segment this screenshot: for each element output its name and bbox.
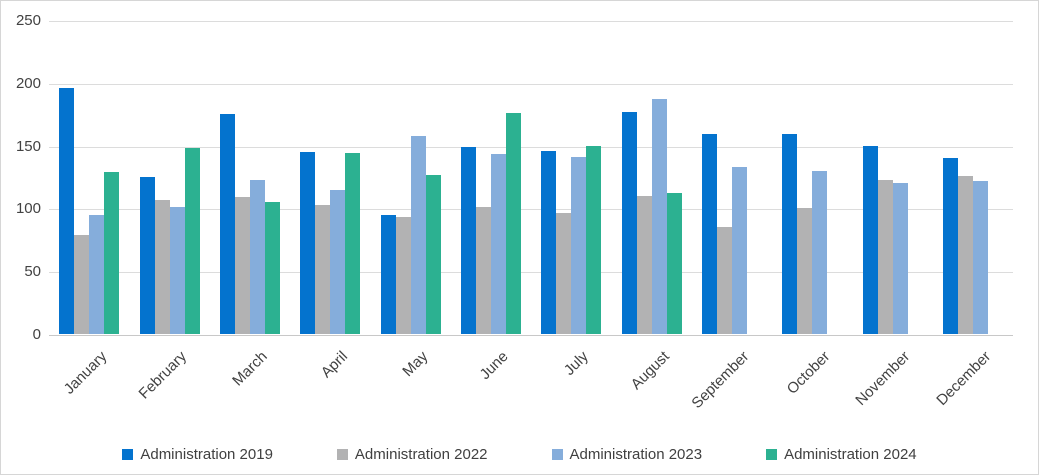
- y-axis-tick-label: 50: [24, 263, 41, 281]
- gridline: [49, 146, 1013, 148]
- bar-administration-2022-july: [556, 213, 572, 334]
- bar-administration-2019-october: [782, 134, 798, 334]
- x-axis-label-november: November: [852, 348, 914, 409]
- legend-item-administration-2024: Administration 2024: [766, 444, 917, 464]
- bar-administration-2022-february: [154, 199, 170, 334]
- bar-administration-2019-april: [300, 151, 316, 334]
- x-axis-line: [49, 335, 1013, 336]
- bar-administration-2022-october: [797, 208, 813, 334]
- x-axis-label-june: June: [476, 348, 512, 384]
- legend-swatch-icon: [551, 448, 563, 460]
- bar-administration-2024-august: [666, 193, 682, 334]
- bar-administration-2019-february: [139, 177, 155, 334]
- legend: Administration 2019 Administration 2022 Ad…: [1, 444, 1038, 464]
- x-axis-label-august: August: [627, 348, 673, 394]
- bar-administration-2023-december: [972, 180, 988, 334]
- legend-item-administration-2023: Administration 2023: [551, 444, 703, 464]
- x-axis-label-july: July: [561, 348, 593, 379]
- bar-administration-2023-october: [812, 170, 828, 334]
- legend-item-label: Administration 2022: [354, 445, 488, 463]
- x-axis-label-december: December: [932, 348, 994, 409]
- bar-administration-2019-august: [621, 111, 637, 334]
- y-axis-tick-label: 100: [15, 200, 41, 218]
- bar-administration-2022-december: [957, 175, 973, 334]
- bar-administration-2023-august: [651, 99, 667, 334]
- legend-item-label: Administration 2024: [784, 445, 917, 463]
- legend-swatch-icon: [336, 448, 348, 460]
- bar-administration-2024-june: [505, 112, 521, 334]
- x-axis-label-october: October: [783, 348, 834, 398]
- bar-administration-2019-december: [942, 158, 958, 334]
- bar-administration-2023-january: [89, 214, 105, 334]
- bar-administration-2022-august: [636, 195, 652, 334]
- plot-area: [49, 21, 1013, 336]
- legend-item-label: Administration 2023: [569, 445, 703, 463]
- bar-administration-2024-april: [345, 153, 361, 334]
- bar-administration-2022-june: [475, 207, 491, 334]
- bar-administration-2019-may: [380, 214, 396, 334]
- bar-administration-2023-september: [731, 166, 747, 334]
- bar-administration-2022-april: [315, 204, 331, 334]
- y-axis-tick-label: 250: [15, 12, 41, 29]
- x-axis-label-january: January: [60, 348, 111, 398]
- bar-administration-2024-march: [264, 202, 280, 334]
- gridline: [49, 209, 1013, 211]
- legend-item-administration-2019: Administration 2019: [122, 444, 273, 464]
- bar-administration-2024-may: [425, 174, 441, 334]
- legend-swatch-icon: [122, 448, 134, 460]
- bar-administration-2019-july: [541, 150, 557, 334]
- y-axis-tick-label: 150: [15, 137, 41, 155]
- gridline: [49, 21, 1013, 22]
- bar-administration-2023-may: [410, 135, 426, 334]
- y-axis-tick-label: 200: [15, 74, 41, 92]
- gridline: [49, 83, 1013, 85]
- legend-item-administration-2022: Administration 2022: [336, 444, 488, 464]
- bar-administration-2019-november: [862, 145, 878, 334]
- legend-swatch-icon: [766, 448, 778, 460]
- y-axis-tick-label: 0: [32, 326, 41, 343]
- bar-administration-2023-july: [571, 156, 587, 334]
- bar-administration-2022-november: [877, 179, 893, 334]
- bar-administration-2024-july: [586, 145, 602, 334]
- x-axis-label-may: May: [399, 348, 432, 381]
- bar-administration-2023-march: [249, 179, 265, 334]
- bar-administration-2023-february: [169, 207, 185, 334]
- x-axis-label-september: September: [688, 348, 753, 412]
- bar-administration-2022-march: [234, 197, 250, 334]
- bar-administration-2019-march: [219, 114, 235, 334]
- bar-administration-2023-november: [892, 183, 908, 334]
- bar-administration-2023-april: [330, 189, 346, 334]
- bar-administration-2022-january: [74, 234, 90, 334]
- bar-administration-2019-january: [59, 87, 75, 334]
- x-axis-label-march: March: [229, 348, 271, 390]
- bar-administration-2022-september: [716, 227, 732, 334]
- x-axis-label-april: April: [317, 348, 352, 382]
- gridline: [49, 272, 1013, 274]
- bar-administration-2024-january: [104, 171, 120, 334]
- bar-administration-2024-february: [184, 148, 200, 334]
- bar-administration-2022-may: [395, 217, 411, 334]
- bar-administration-2023-june: [490, 154, 506, 334]
- x-axis-label-february: February: [136, 348, 191, 403]
- bar-administration-2019-june: [460, 146, 476, 334]
- bar-administration-2019-september: [701, 134, 717, 334]
- legend-item-label: Administration 2019: [140, 445, 273, 463]
